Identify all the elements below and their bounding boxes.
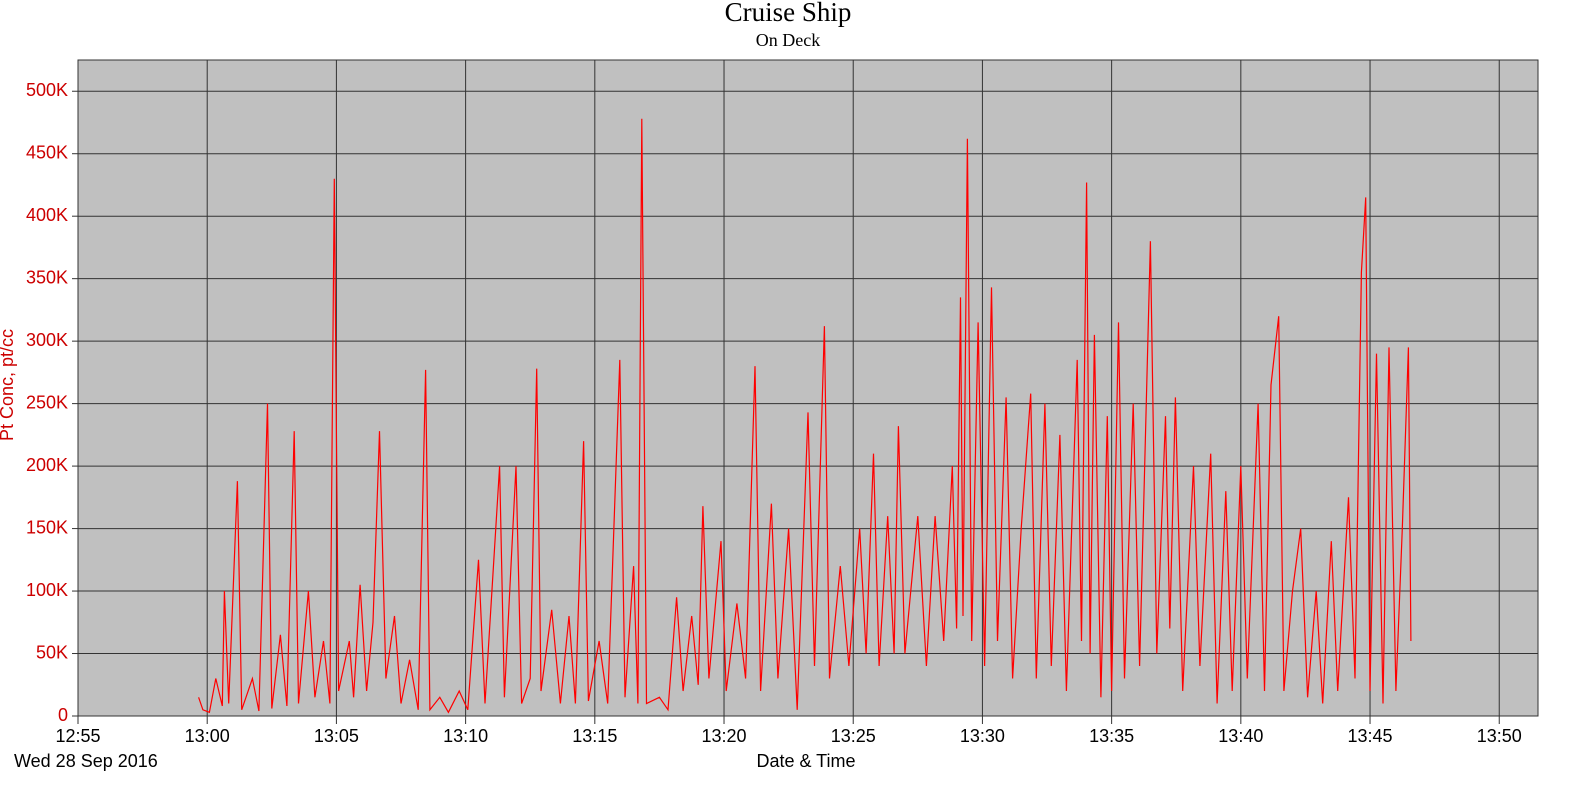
chart-title: Cruise Ship [725, 0, 852, 27]
y-tick-label: 100K [26, 580, 68, 600]
x-tick-label: 13:10 [443, 726, 488, 746]
x-tick-label: 13:50 [1477, 726, 1522, 746]
x-tick-label: 13:35 [1089, 726, 1134, 746]
date-label: Wed 28 Sep 2016 [14, 751, 158, 771]
y-tick-label: 0 [58, 705, 68, 725]
y-tick-label: 250K [26, 392, 68, 412]
y-axis-label: Pt Conc, pt/cc [0, 329, 17, 441]
x-tick-label: 13:25 [831, 726, 876, 746]
plot-area [77, 59, 1539, 717]
y-tick-label: 300K [26, 330, 68, 350]
x-tick-label: 13:30 [960, 726, 1005, 746]
chart-subtitle: On Deck [756, 30, 820, 50]
y-tick-label: 50K [36, 642, 68, 662]
x-tick-label: 13:45 [1348, 726, 1393, 746]
y-tick-label: 150K [26, 517, 68, 537]
x-tick-label: 12:55 [55, 726, 100, 746]
y-tick-label: 500K [26, 80, 68, 100]
x-tick-label: 13:05 [314, 726, 359, 746]
y-tick-label: 200K [26, 455, 68, 475]
x-axis-label: Date & Time [756, 751, 855, 771]
x-tick-label: 13:15 [572, 726, 617, 746]
x-tick-label: 13:00 [185, 726, 230, 746]
y-tick-label: 400K [26, 205, 68, 225]
data-line [198, 118, 1412, 714]
x-tick-label: 13:40 [1218, 726, 1263, 746]
x-tick-label: 13:20 [701, 726, 746, 746]
y-tick-label: 350K [26, 267, 68, 287]
y-tick-label: 450K [26, 142, 68, 162]
